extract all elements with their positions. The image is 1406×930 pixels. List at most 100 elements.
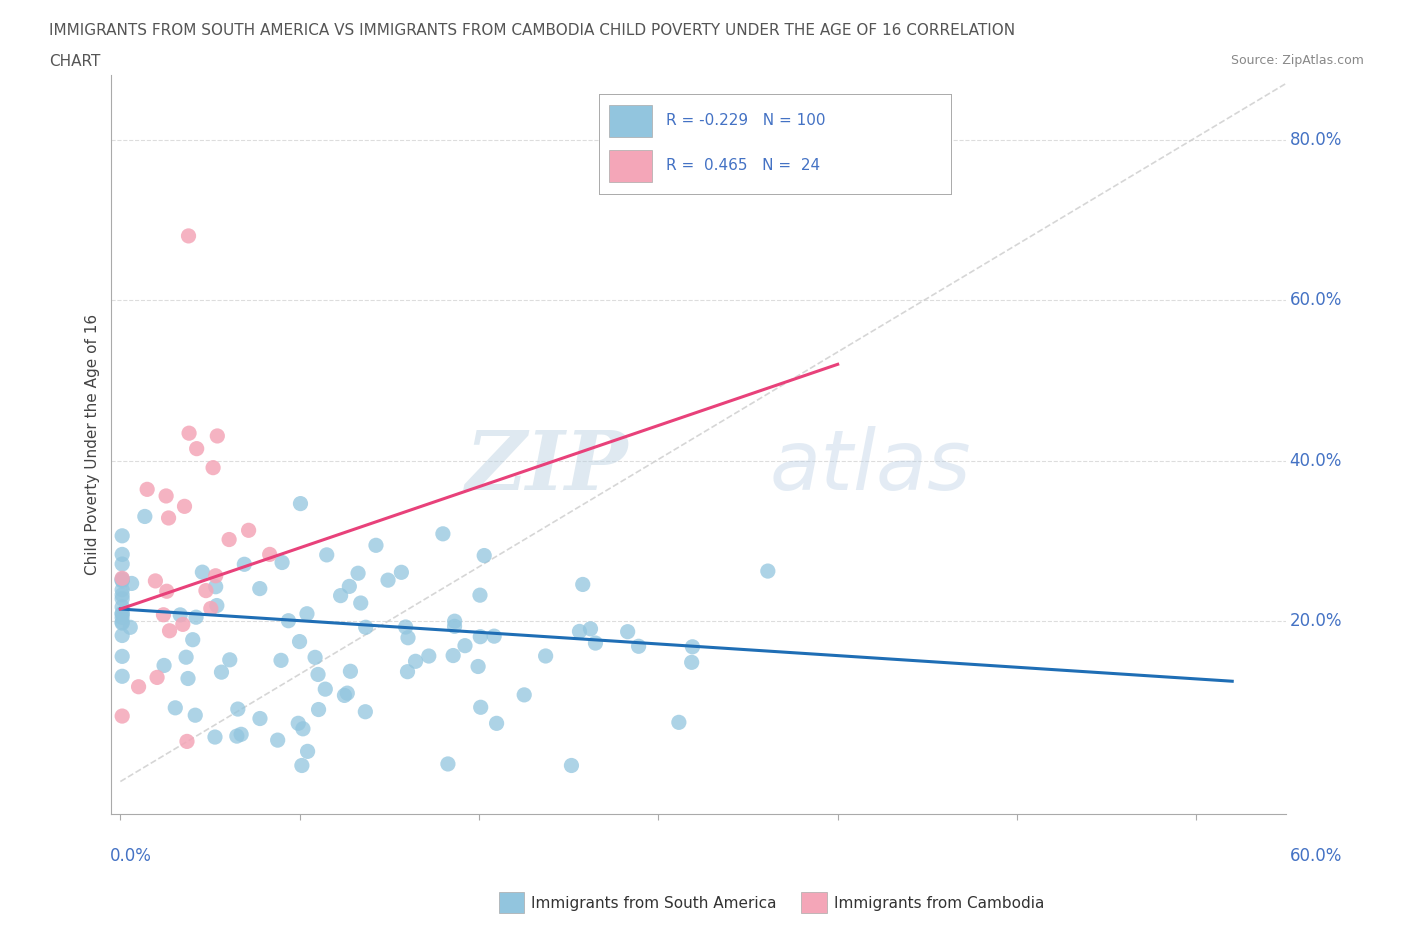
Point: [287, 716, 309, 731]
Point: [153, 658, 176, 673]
Point: [329, 588, 352, 603]
Point: [315, 548, 337, 563]
Point: [111, 528, 134, 543]
Point: [111, 547, 134, 562]
Point: [396, 631, 419, 645]
Text: 60.0%: 60.0%: [1289, 291, 1341, 309]
Point: [585, 635, 607, 650]
Point: [470, 700, 492, 715]
Point: [307, 667, 329, 682]
Point: [136, 482, 159, 497]
Point: [308, 702, 330, 717]
Point: [418, 648, 440, 663]
Point: [111, 615, 134, 630]
Point: [165, 700, 187, 715]
Point: [756, 564, 779, 578]
Point: [333, 688, 356, 703]
Point: [377, 573, 399, 588]
Point: [159, 623, 181, 638]
Point: [128, 679, 150, 694]
Point: [200, 601, 222, 616]
Point: [470, 630, 492, 644]
Point: [271, 555, 294, 570]
Text: 40.0%: 40.0%: [1289, 452, 1341, 470]
Point: [432, 526, 454, 541]
Point: [111, 709, 134, 724]
Point: [682, 639, 704, 654]
Point: [339, 664, 361, 679]
Point: [405, 654, 427, 669]
Point: [111, 557, 134, 572]
Point: [354, 704, 377, 719]
Point: [176, 734, 198, 749]
Point: [443, 618, 465, 633]
Point: [290, 497, 312, 512]
Point: [534, 648, 557, 663]
Point: [314, 682, 336, 697]
Point: [437, 756, 460, 771]
Point: [111, 649, 134, 664]
Point: [467, 659, 489, 674]
Point: [443, 614, 465, 629]
Point: [454, 638, 477, 653]
Point: [364, 538, 387, 552]
Text: Immigrants from Cambodia: Immigrants from Cambodia: [834, 896, 1045, 910]
Point: [191, 565, 214, 579]
Point: [354, 619, 377, 634]
Point: [347, 565, 370, 580]
Point: [396, 664, 419, 679]
Point: [111, 628, 134, 643]
Point: [111, 616, 134, 631]
Point: [288, 634, 311, 649]
Point: [350, 595, 373, 610]
Point: [238, 523, 260, 538]
Point: [485, 716, 508, 731]
Text: 80.0%: 80.0%: [1289, 130, 1341, 149]
Point: [211, 665, 233, 680]
Point: [156, 584, 179, 599]
Point: [568, 624, 591, 639]
Text: 60.0%: 60.0%: [1289, 847, 1341, 865]
Point: [121, 576, 143, 591]
Point: [120, 620, 142, 635]
Point: [174, 650, 197, 665]
Point: [270, 653, 292, 668]
Point: [194, 583, 217, 598]
Point: [134, 509, 156, 524]
Point: [233, 557, 256, 572]
Point: [111, 571, 134, 586]
Point: [681, 655, 703, 670]
Point: [560, 758, 582, 773]
Point: [266, 733, 288, 748]
Point: [111, 600, 134, 615]
Point: [207, 429, 229, 444]
Point: [202, 460, 225, 475]
Point: [571, 577, 593, 591]
Point: [249, 581, 271, 596]
Point: [513, 687, 536, 702]
Y-axis label: Child Poverty Under the Age of 16: Child Poverty Under the Age of 16: [86, 314, 100, 575]
Point: [218, 532, 240, 547]
Point: [172, 617, 194, 631]
Point: [177, 229, 200, 244]
Point: [155, 488, 177, 503]
Point: [111, 574, 134, 589]
Point: [169, 607, 191, 622]
Point: [111, 588, 134, 603]
Point: [482, 629, 505, 644]
Point: [186, 441, 208, 456]
Point: [627, 639, 650, 654]
Point: [204, 568, 226, 583]
Point: [111, 582, 134, 597]
Point: [291, 758, 314, 773]
Point: [184, 610, 207, 625]
Point: [389, 565, 412, 579]
Point: [226, 701, 249, 716]
Point: [225, 729, 247, 744]
Text: ZIP: ZIP: [465, 427, 628, 507]
Point: [177, 426, 200, 441]
Point: [277, 613, 299, 628]
Point: [111, 606, 134, 621]
Point: [291, 722, 314, 737]
Point: [111, 669, 134, 684]
